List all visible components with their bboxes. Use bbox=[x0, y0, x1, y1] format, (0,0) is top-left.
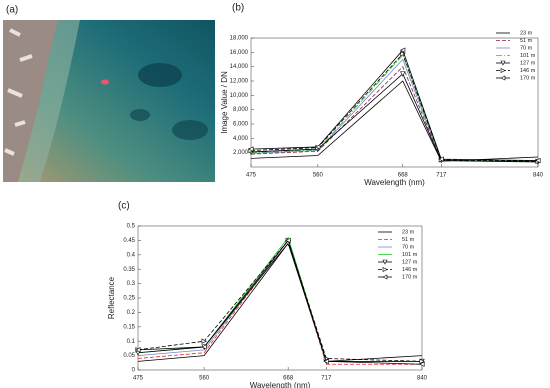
y-tick-label: 0.45 bbox=[123, 238, 135, 244]
y-tick-label: 6,000 bbox=[233, 122, 249, 128]
y-axis-title: Image Value / DN bbox=[220, 71, 229, 134]
y-tick-label: 2,000 bbox=[233, 150, 249, 156]
y-tick-label: 0.25 bbox=[123, 296, 135, 302]
legend-label: 23 m bbox=[520, 30, 533, 36]
legend-marker bbox=[382, 267, 388, 272]
legend-marker bbox=[500, 60, 506, 66]
y-tick-label: 0.3 bbox=[127, 281, 136, 287]
x-tick-label: 668 bbox=[283, 376, 294, 382]
y-tick-label: 14,000 bbox=[230, 64, 249, 70]
point-marker bbox=[419, 358, 425, 365]
legend-label: 70 m bbox=[402, 244, 415, 250]
x-tick-label: 840 bbox=[533, 173, 544, 179]
point-marker bbox=[400, 71, 406, 77]
y-tick-label: 10,000 bbox=[230, 93, 249, 99]
series-line bbox=[250, 54, 539, 162]
point-marker bbox=[323, 358, 329, 365]
x-tick-label: 717 bbox=[321, 376, 332, 382]
plot-area bbox=[137, 225, 423, 371]
y-tick-label: 18,000 bbox=[230, 36, 249, 42]
legend-label: 101 m bbox=[402, 252, 418, 258]
point-marker bbox=[248, 146, 254, 152]
y-tick-label: 0.35 bbox=[123, 267, 135, 273]
y-tick-label: 0.15 bbox=[123, 324, 135, 330]
legend-marker bbox=[382, 274, 388, 280]
x-tick-label: 840 bbox=[417, 376, 428, 382]
legend-label: 146 m bbox=[402, 267, 418, 273]
panel-label: (c) bbox=[118, 201, 130, 212]
y-tick-label: 0.05 bbox=[123, 353, 135, 359]
legend-marker bbox=[500, 75, 506, 81]
legend-label: 127 m bbox=[520, 60, 536, 66]
chart: (c) 0 0.05 0.1 0.15 0.2 0.25 0.3 0.35 0.4 0.45 0.5 4… bbox=[107, 201, 428, 388]
point-marker bbox=[135, 347, 141, 353]
y-tick-label: 0 bbox=[132, 368, 136, 374]
y-tick-label: 8,000 bbox=[233, 107, 249, 113]
legend-marker bbox=[382, 259, 388, 265]
point-marker bbox=[314, 144, 321, 150]
x-tick-label: 717 bbox=[436, 173, 447, 179]
legend-label: 51 m bbox=[520, 38, 533, 44]
legend-label: 101 m bbox=[520, 53, 536, 59]
series-line bbox=[137, 239, 423, 362]
x-axis-title: Wavelength (nm) bbox=[364, 178, 425, 187]
x-tick-label: 475 bbox=[133, 376, 144, 382]
legend-label: 23 m bbox=[402, 229, 415, 235]
y-tick-label: 0.4 bbox=[127, 252, 136, 258]
legend-label: 127 m bbox=[402, 259, 418, 265]
x-tick-label: 668 bbox=[398, 173, 409, 179]
y-tick-label: 12,000 bbox=[230, 79, 249, 85]
legend-label: 170 m bbox=[520, 75, 536, 81]
y-tick-label: 4,000 bbox=[233, 136, 249, 142]
y-tick-label: 16,000 bbox=[230, 50, 249, 56]
legend-label: 170 m bbox=[402, 274, 418, 280]
chart: (b) 2,000 4,000 6,000 8,000 10,000 12,000 14,00… bbox=[220, 3, 544, 187]
x-tick-label: 560 bbox=[199, 376, 210, 382]
point-marker bbox=[438, 156, 444, 162]
point-marker bbox=[419, 361, 425, 367]
point-marker bbox=[535, 157, 541, 164]
point-marker bbox=[399, 47, 406, 53]
x-tick-label: 560 bbox=[313, 173, 324, 179]
x-axis-title: Wavelength (nm) bbox=[250, 381, 311, 388]
aerial-photo: (a) bbox=[3, 5, 215, 182]
point-marker bbox=[201, 338, 208, 344]
point-marker bbox=[201, 344, 207, 350]
legend-marker bbox=[500, 68, 506, 73]
y-tick-label: 0.5 bbox=[127, 224, 136, 230]
y-axis-title: Reflectance bbox=[107, 276, 116, 319]
point-marker bbox=[285, 237, 291, 244]
y-tick-label: 0.1 bbox=[127, 339, 136, 345]
panel-label: (a) bbox=[6, 5, 18, 16]
legend-label: 51 m bbox=[402, 237, 415, 243]
panel-label: (b) bbox=[232, 3, 244, 14]
y-tick-label: 0.2 bbox=[127, 310, 136, 316]
x-tick-label: 475 bbox=[246, 173, 257, 179]
legend-label: 146 m bbox=[520, 68, 536, 74]
point-marker bbox=[400, 51, 406, 57]
legend-label: 70 m bbox=[520, 45, 533, 51]
